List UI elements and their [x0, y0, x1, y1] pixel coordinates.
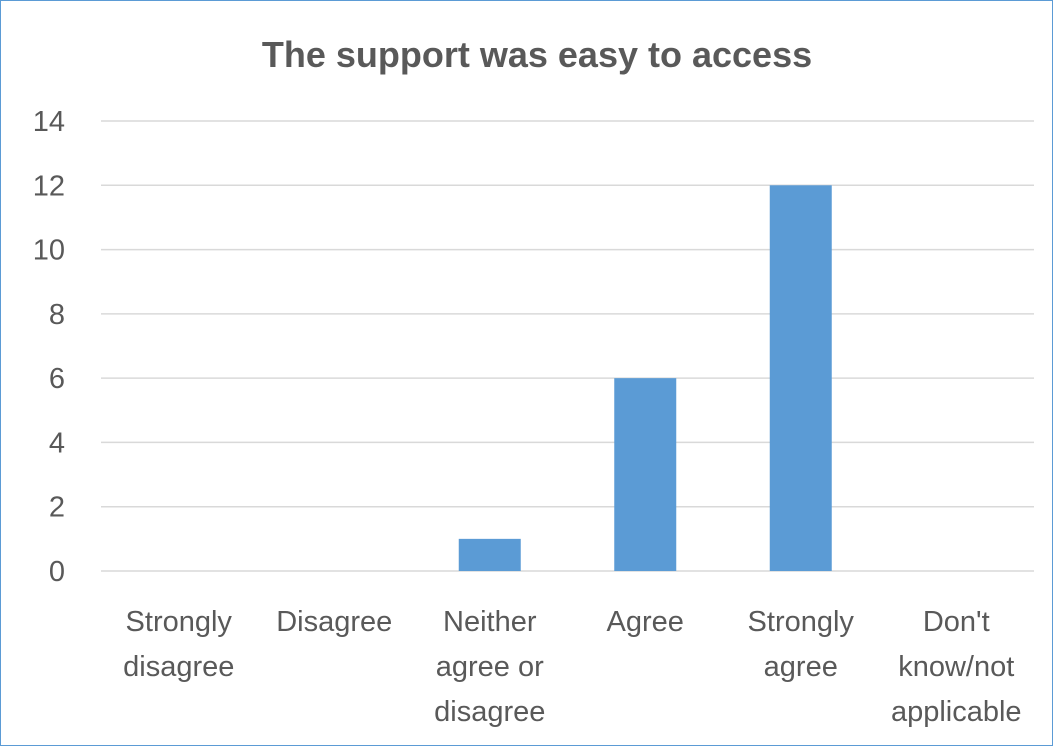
- y-tick-label: 2: [49, 492, 65, 524]
- x-category-label: Strongly agree: [748, 606, 855, 683]
- x-category-label: Agree: [607, 606, 684, 638]
- bars: [458, 185, 832, 572]
- y-tick-label: 4: [49, 427, 65, 459]
- y-tick-label: 0: [49, 556, 65, 588]
- bar: [458, 538, 521, 571]
- y-tick-label: 14: [33, 106, 65, 138]
- bar: [769, 185, 832, 572]
- y-axis-ticks: 0 2 4 6 8 10 12 14: [33, 106, 65, 588]
- x-category-label: Neither agree or disagree: [434, 606, 545, 728]
- x-axis-categories: Strongly disagree Disagree Neither agree or d…: [123, 606, 1021, 728]
- x-category-label: Strongly disagree: [123, 606, 234, 683]
- chart-title: The support was easy to access: [262, 34, 812, 75]
- x-category-label: Don't know/not applicable: [891, 606, 1022, 728]
- x-category-label: Disagree: [276, 606, 392, 638]
- y-tick-label: 6: [49, 363, 65, 395]
- y-tick-label: 8: [49, 299, 65, 331]
- gridlines: [101, 120, 1034, 572]
- y-tick-label: 12: [33, 170, 65, 202]
- bar: [614, 378, 677, 571]
- y-tick-label: 10: [33, 235, 65, 267]
